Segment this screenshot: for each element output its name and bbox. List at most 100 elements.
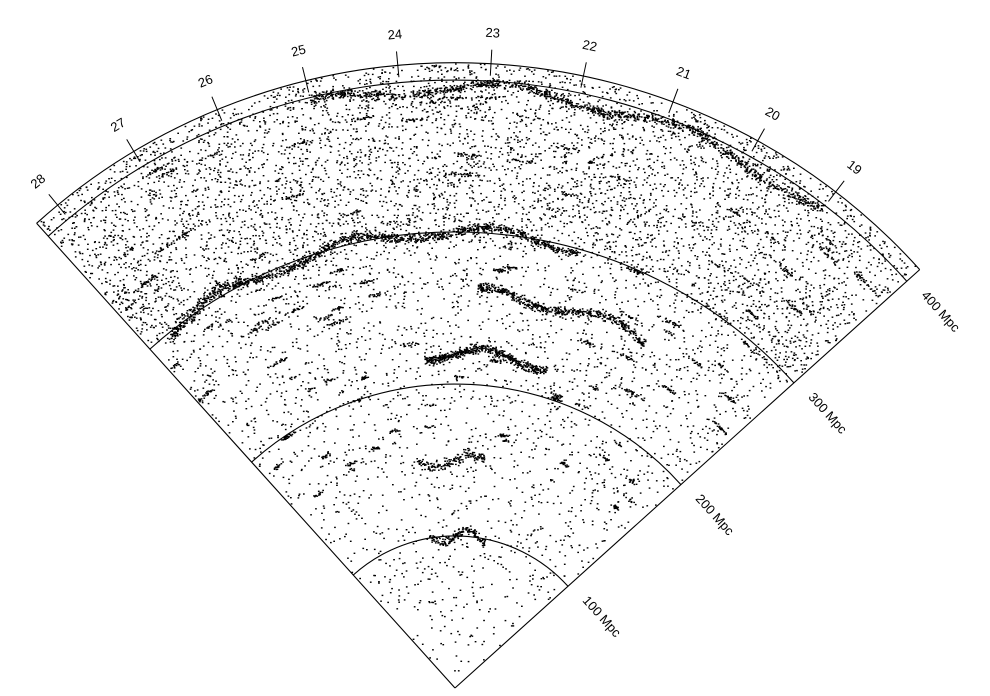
galaxy-point [604, 217, 607, 220]
galaxy-point [348, 444, 350, 446]
galaxy-point [275, 317, 277, 320]
galaxy-point [431, 618, 433, 621]
galaxy-point [344, 535, 346, 538]
galaxy-point [471, 185, 474, 188]
galaxy-point [302, 306, 304, 309]
galaxy-point [404, 474, 406, 476]
galaxy-point [107, 191, 109, 193]
galaxy-point [477, 249, 479, 251]
galaxy-point [293, 156, 295, 159]
galaxy-point [263, 289, 265, 291]
galaxy-point [609, 267, 612, 270]
galaxy-point [214, 257, 217, 260]
galaxy-point [361, 458, 364, 460]
galaxy-point [540, 124, 543, 126]
galaxy-point [761, 303, 763, 306]
galaxy-point [255, 234, 257, 237]
galaxy-point [482, 103, 484, 105]
galaxy-point [339, 392, 341, 394]
galaxy-point [426, 156, 429, 158]
galaxy-point [446, 143, 449, 145]
galaxy-point [840, 245, 843, 248]
galaxy-point [172, 350, 175, 353]
galaxy-point [250, 291, 253, 293]
galaxy-point [434, 572, 437, 574]
galaxy-point [624, 100, 627, 102]
galaxy-point [577, 471, 580, 474]
galaxy-point [326, 107, 329, 109]
galaxy-point [396, 126, 399, 128]
galaxy-point [433, 205, 436, 207]
galaxy-point [330, 146, 333, 148]
galaxy-point [564, 318, 567, 320]
galaxy-point [547, 403, 550, 405]
galaxy-point [459, 125, 462, 128]
galaxy-point [621, 301, 623, 304]
galaxy-point [255, 356, 258, 358]
galaxy-point [530, 534, 532, 537]
galaxy-point [694, 187, 696, 189]
galaxy-point [544, 223, 547, 226]
galaxy-point [716, 165, 719, 168]
galaxy-point [161, 196, 163, 198]
galaxy-point [173, 230, 175, 233]
galaxy-point [437, 370, 440, 373]
galaxy-point [659, 289, 662, 291]
galaxy-point [487, 233, 489, 236]
galaxy-point [436, 476, 438, 479]
galaxy-point [295, 276, 297, 278]
galaxy-point [786, 235, 788, 237]
galaxy-point [403, 562, 406, 564]
galaxy-point [220, 247, 223, 249]
galaxy-point [284, 351, 287, 353]
galaxy-point [432, 345, 435, 347]
galaxy-point [598, 99, 601, 101]
galaxy-point [685, 309, 688, 312]
galaxy-point [478, 272, 481, 275]
galaxy-point [317, 213, 320, 215]
galaxy-point [398, 446, 401, 449]
galaxy-point [615, 167, 618, 169]
galaxy-point [648, 209, 650, 211]
galaxy-point [189, 356, 192, 358]
galaxy-point [458, 370, 461, 372]
galaxy-point [635, 317, 638, 319]
galaxy-point [863, 288, 866, 290]
galaxy-point [408, 214, 410, 216]
galaxy-point [568, 297, 571, 299]
galaxy-point [328, 132, 330, 134]
galaxy-point [320, 527, 323, 529]
galaxy-point [456, 213, 459, 215]
galaxy-point [431, 351, 433, 353]
galaxy-point [297, 88, 299, 90]
galaxy-point [254, 250, 257, 253]
galaxy-point [502, 399, 505, 401]
galaxy-point [173, 342, 176, 345]
galaxy-point [394, 287, 396, 290]
galaxy-point [878, 262, 880, 264]
galaxy-point [384, 121, 387, 124]
galaxy-point [497, 74, 500, 76]
galaxy-point [480, 66, 483, 69]
galaxy-point [670, 385, 673, 388]
galaxy-point [365, 112, 368, 115]
galaxy-point [354, 369, 357, 371]
galaxy-point [358, 356, 361, 358]
galaxy-point [716, 351, 719, 353]
galaxy-point [393, 575, 396, 577]
galaxy-point [335, 264, 338, 267]
galaxy-point [707, 432, 709, 434]
galaxy-point [387, 81, 390, 83]
galaxy-point [569, 94, 572, 96]
galaxy-point [200, 163, 203, 166]
galaxy-point [579, 199, 581, 201]
galaxy-point [773, 242, 775, 244]
galaxy-point [521, 313, 523, 315]
galaxy-point [233, 410, 235, 412]
galaxy-point [656, 110, 658, 112]
galaxy-point [457, 533, 459, 535]
galaxy-point [702, 251, 704, 253]
galaxy-point [421, 469, 424, 471]
galaxy-point [601, 295, 603, 298]
galaxy-point [754, 163, 756, 165]
